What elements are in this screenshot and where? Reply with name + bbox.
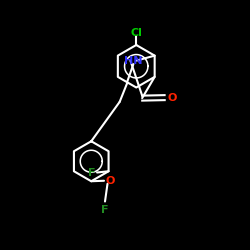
Text: F: F xyxy=(101,205,109,215)
Text: Cl: Cl xyxy=(130,28,142,38)
Text: O: O xyxy=(105,176,115,186)
Text: HN: HN xyxy=(124,56,143,66)
Text: F: F xyxy=(88,168,95,177)
Text: O: O xyxy=(168,93,177,103)
